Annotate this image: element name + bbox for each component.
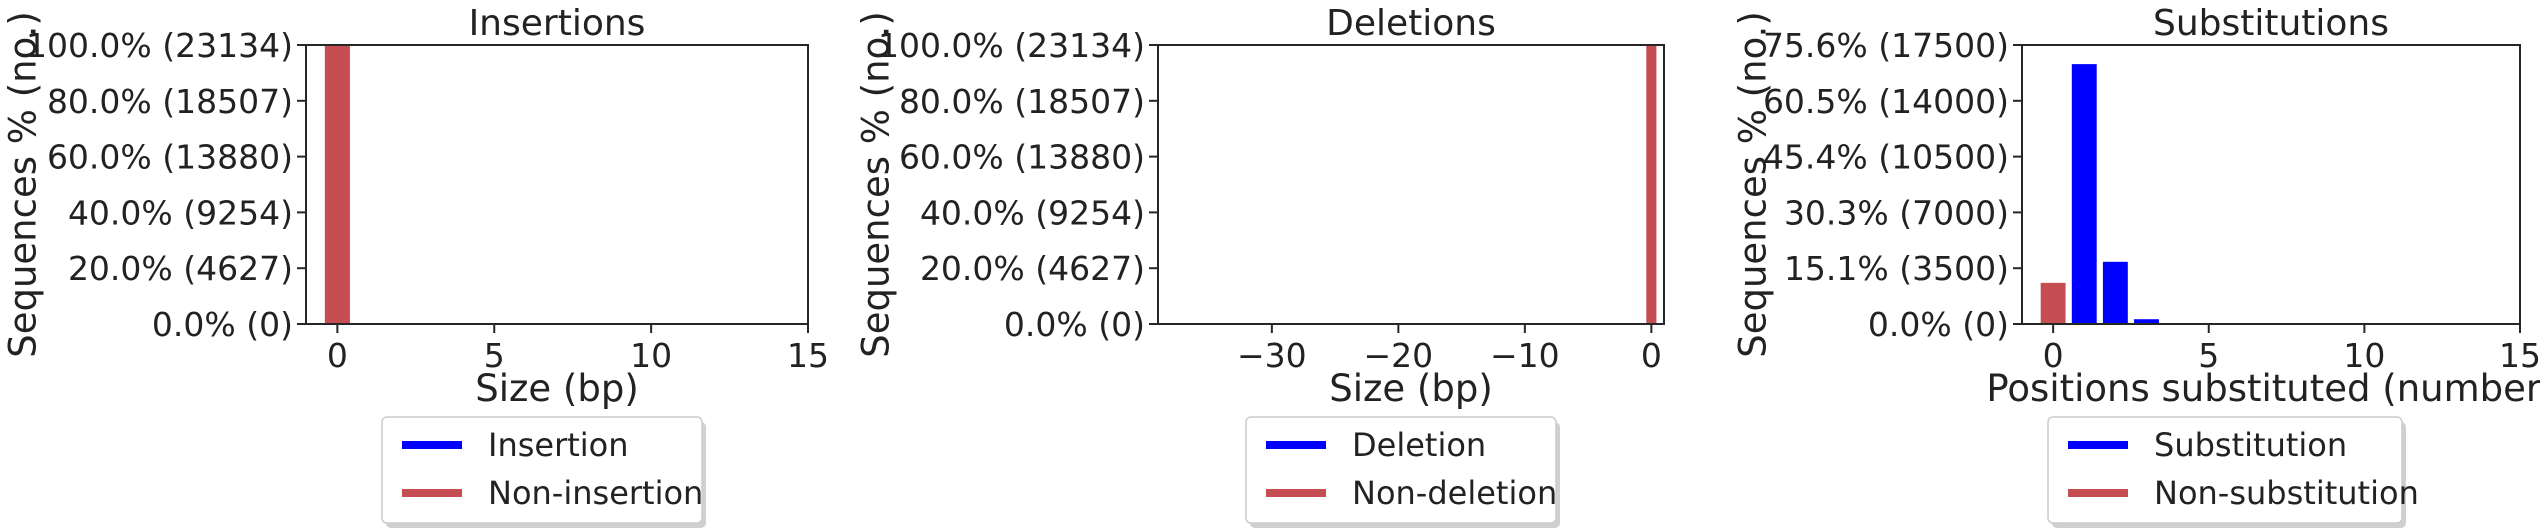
y-tick-label: 40.0% (9254) [920, 193, 1145, 232]
y-axis-label: Sequences % (no.) [855, 11, 898, 358]
bar-unmodified [324, 45, 350, 324]
legend-label: Non-substitution [2154, 474, 2419, 512]
x-tick-label: −20 [1364, 336, 1434, 375]
y-tick-label: 80.0% (18507) [899, 82, 1145, 121]
legend-label: Deletion [1352, 426, 1486, 464]
bar-modified [2071, 64, 2097, 324]
legend-box [2047, 416, 2403, 524]
x-tick-label: −30 [1237, 336, 1307, 375]
y-tick-label: 15.1% (3500) [1784, 249, 2009, 288]
x-tick-label: 0 [1641, 336, 1662, 375]
y-tick-label: 20.0% (4627) [920, 249, 1145, 288]
y-tick-label: 60.5% (14000) [1763, 82, 2009, 121]
legend: Insertion Non-insertion [381, 416, 706, 528]
legend: Substitution Non-substitution [2047, 416, 2419, 528]
chart-panel-3: 0.0% (0) 15.1% (3500) 30.3% (7000) 45.4% (1… [1732, 3, 2540, 528]
x-tick-label: 5 [484, 336, 505, 375]
y-tick-label: 40.0% (9254) [68, 193, 293, 232]
x-tick-label: 10 [630, 336, 672, 375]
chart-title: Deletions [1326, 3, 1496, 44]
y-tick-label: 100.0% (23134) [26, 26, 293, 65]
y-tick-label: 0.0% (0) [1868, 305, 2009, 344]
y-tick-label: 0.0% (0) [1004, 305, 1145, 344]
x-axis-label: Size (bp) [475, 367, 639, 410]
y-tick-label: 20.0% (4627) [68, 249, 293, 288]
bar-modified [2102, 261, 2128, 324]
legend-label: Substitution [2154, 426, 2347, 464]
x-tick-label: 15 [787, 336, 829, 375]
chart-panel-1: 0.0% (0) 20.0% (4627) 40.0% (9254) 60.0% (1… [2, 3, 829, 528]
x-tick-label: −10 [1490, 336, 1560, 375]
legend-label: Non-insertion [488, 474, 703, 512]
legend-label: Insertion [488, 426, 629, 464]
y-tick-label: 60.0% (13880) [899, 138, 1145, 177]
chart-title: Substitutions [2153, 3, 2389, 44]
y-tick-label: 100.0% (23134) [878, 26, 1145, 65]
x-tick-label: 10 [2343, 336, 2385, 375]
chart-panel-2: 0.0% (0) 20.0% (4627) 40.0% (9254) 60.0% (1… [855, 3, 1665, 528]
x-axis-label: Size (bp) [1329, 367, 1493, 410]
legend: Deletion Non-deletion [1245, 416, 1560, 528]
chart-title: Insertions [469, 3, 646, 44]
axes-frame [305, 44, 809, 325]
x-tick-label: 15 [2499, 336, 2540, 375]
axes-frame [1157, 44, 1665, 325]
x-tick-label: 0 [327, 336, 348, 375]
y-tick-label: 0.0% (0) [152, 305, 293, 344]
y-tick-label: 80.0% (18507) [47, 82, 293, 121]
y-axis-label: Sequences % (no.) [2, 11, 45, 358]
y-tick-label: 30.3% (7000) [1784, 193, 2009, 232]
y-tick-label: 45.4% (10500) [1763, 138, 2009, 177]
axes-frame [2021, 44, 2521, 325]
x-axis-label: Positions substituted (number) [1986, 367, 2540, 410]
x-tick-label: 5 [2198, 336, 2219, 375]
legend-label: Non-deletion [1352, 474, 1557, 512]
y-axis-label: Sequences % (no.) [1732, 11, 1775, 358]
bar-unmodified [1646, 45, 1657, 324]
y-tick-label: 60.0% (13880) [47, 138, 293, 177]
x-tick-label: 0 [2043, 336, 2064, 375]
bar-unmodified [2040, 282, 2066, 324]
bar-modified [2134, 319, 2159, 324]
y-tick-label: 75.6% (17500) [1763, 26, 2009, 65]
